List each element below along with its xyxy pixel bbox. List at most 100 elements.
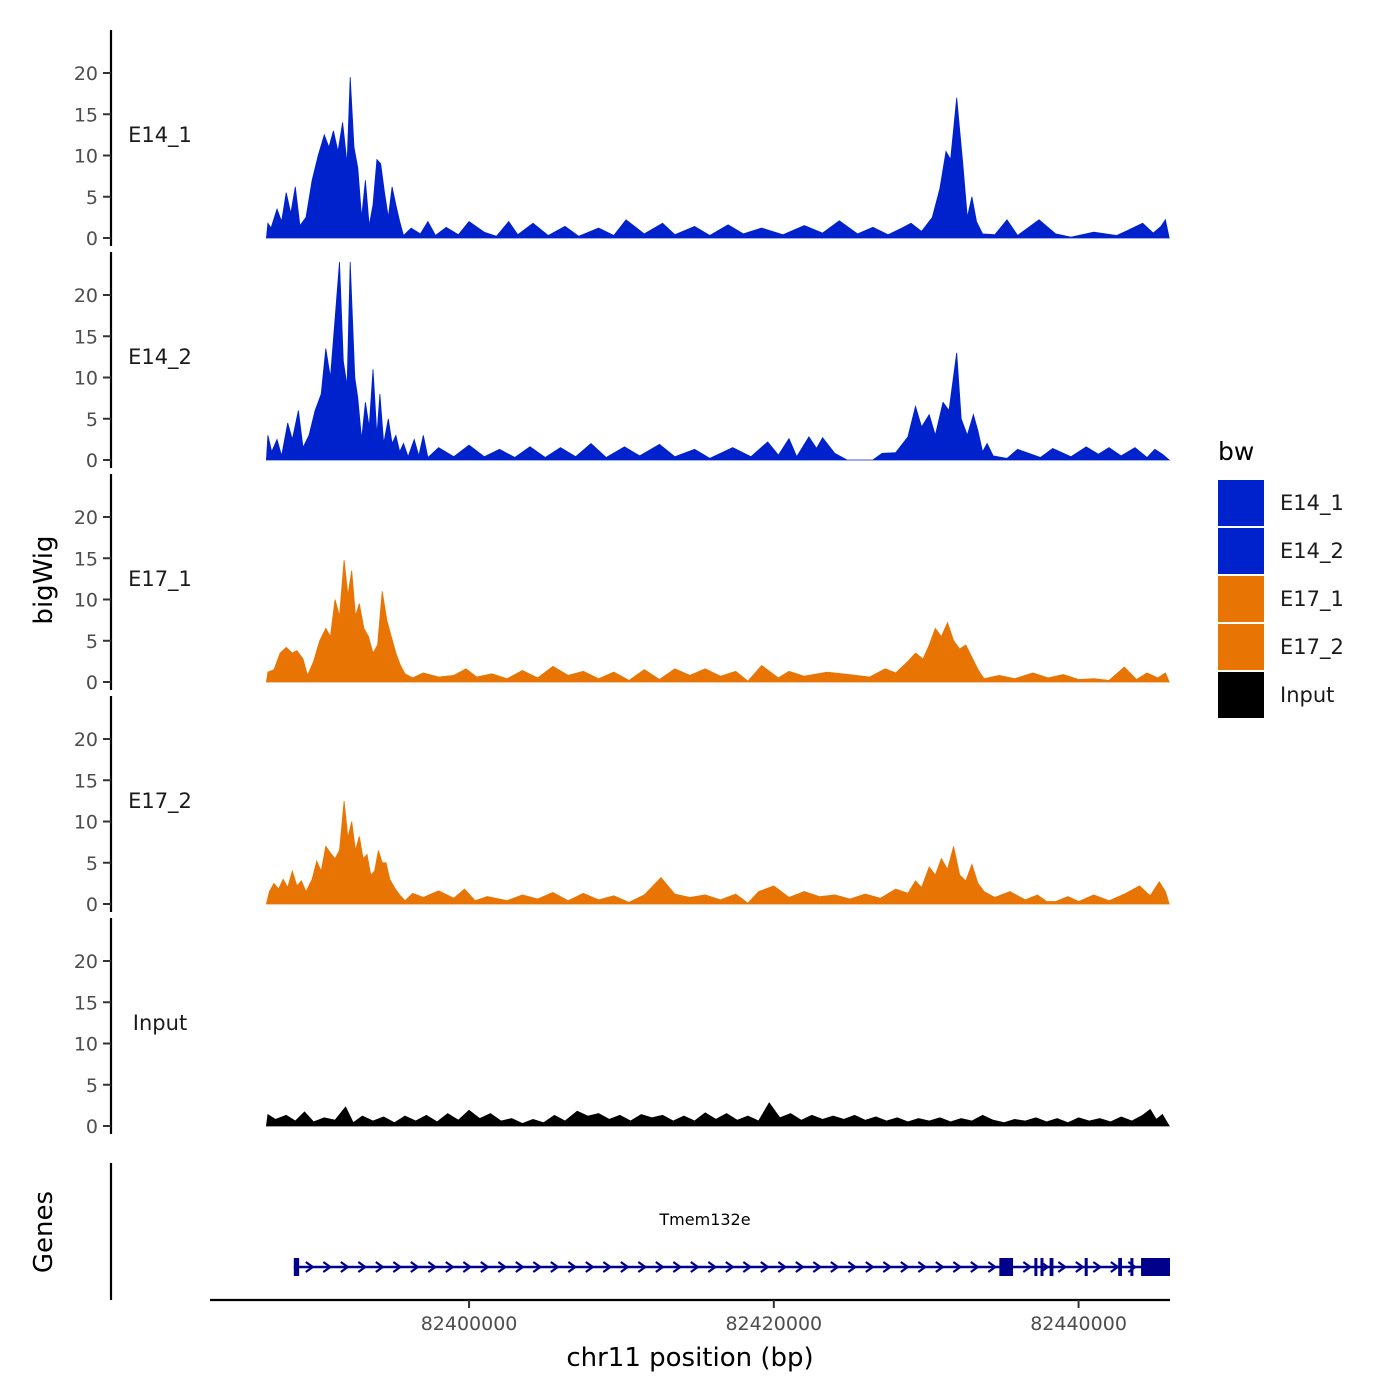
y-axis-title: bigWig bbox=[29, 535, 59, 624]
strand-arrow bbox=[445, 1261, 455, 1273]
track-panel-e17-1: 0 5 10 15 20 E17_1 bbox=[74, 474, 1170, 694]
strand-arrow bbox=[1110, 1261, 1120, 1273]
x-axis-title: chr11 position (bp) bbox=[566, 1343, 813, 1373]
legend-swatch-e14-2 bbox=[1218, 528, 1264, 574]
legend-label-e14-1: E14_1 bbox=[1280, 491, 1344, 516]
strand-arrow bbox=[357, 1261, 368, 1273]
strand-arrow bbox=[637, 1261, 648, 1273]
gene-track-panel: Genes Tmem132e bbox=[29, 1163, 1170, 1300]
strand-arrow bbox=[690, 1261, 700, 1273]
strand-arrow bbox=[1092, 1261, 1103, 1273]
strand-arrow bbox=[410, 1261, 420, 1273]
y-tick-label: 0 bbox=[86, 672, 98, 694]
strand-arrow bbox=[742, 1261, 753, 1273]
strand-arrow bbox=[917, 1261, 928, 1273]
strand-arrow bbox=[480, 1261, 490, 1273]
y-tick-label: 15 bbox=[74, 992, 98, 1014]
x-axis: chr11 position (bp) 82400000 82420000 8244… bbox=[210, 1298, 1170, 1373]
y-tick-label: 5 bbox=[86, 853, 98, 875]
x-tick-label: 82400000 bbox=[421, 1313, 518, 1335]
legend-swatch-e17-2 bbox=[1218, 624, 1264, 670]
gene-exon bbox=[1084, 1258, 1088, 1276]
strand-arrow bbox=[322, 1261, 333, 1273]
strand-arrow bbox=[567, 1261, 578, 1273]
strand-arrow bbox=[935, 1261, 945, 1273]
bigwig-tracks: 05101520E14_105101520E14_205101520E17_10… bbox=[74, 30, 1171, 1138]
x-tick-label: 82440000 bbox=[1030, 1313, 1127, 1335]
y-tick-label: 5 bbox=[86, 187, 98, 209]
track-panel-e14-1: 0 5 10 15 20 E14_1 bbox=[74, 30, 1170, 250]
y-tick-label: 20 bbox=[74, 285, 98, 307]
strand-arrow bbox=[882, 1261, 893, 1273]
track-label-input: Input bbox=[133, 1011, 187, 1035]
strand-arrow bbox=[602, 1261, 613, 1273]
strand-arrow bbox=[375, 1261, 385, 1273]
strand-arrow bbox=[795, 1261, 805, 1273]
strand-arrow bbox=[532, 1261, 543, 1273]
strand-arrow bbox=[620, 1261, 630, 1273]
y-tick-label: 0 bbox=[86, 228, 98, 250]
gene-exon bbox=[1141, 1258, 1170, 1276]
strand-arrow bbox=[392, 1261, 403, 1273]
strand-arrow bbox=[515, 1261, 525, 1273]
strand-arrow bbox=[760, 1261, 770, 1273]
strand-arrow bbox=[847, 1261, 858, 1273]
y-tick-label: 15 bbox=[74, 104, 98, 126]
strand-arrow bbox=[900, 1261, 910, 1273]
y-tick-label: 10 bbox=[74, 1034, 98, 1056]
legend-swatch-input bbox=[1218, 672, 1264, 718]
signal-area-e17-1 bbox=[265, 559, 1170, 683]
strand-arrow bbox=[865, 1261, 875, 1273]
strand-arrow bbox=[952, 1261, 963, 1273]
y-tick-label: 0 bbox=[86, 450, 98, 472]
legend-swatch-e17-1 bbox=[1218, 576, 1264, 622]
strand-arrow bbox=[830, 1261, 840, 1273]
signal-area-e17-2 bbox=[265, 800, 1170, 905]
y-tick-label: 10 bbox=[74, 368, 98, 390]
legend-label-input: Input bbox=[1280, 683, 1334, 707]
strand-arrow bbox=[672, 1261, 683, 1273]
x-tick-label: 82420000 bbox=[725, 1313, 822, 1335]
y-tick-label: 20 bbox=[74, 507, 98, 529]
legend: bw E14_1 E14_2 E17_1 E17_2 Input bbox=[1218, 437, 1344, 718]
gene-exon bbox=[1049, 1258, 1054, 1276]
strand-arrow bbox=[655, 1261, 665, 1273]
legend-title: bw bbox=[1218, 437, 1254, 466]
strand-arrow bbox=[987, 1261, 998, 1273]
strand-arrow bbox=[550, 1261, 560, 1273]
strand-arrow bbox=[427, 1261, 438, 1273]
gene-exon bbox=[1118, 1258, 1122, 1276]
y-tick-label: 5 bbox=[86, 1075, 98, 1097]
gene-exon bbox=[1130, 1258, 1134, 1276]
strand-arrow bbox=[1057, 1261, 1068, 1273]
y-tick-label: 0 bbox=[86, 1116, 98, 1138]
y-tick-label: 15 bbox=[74, 770, 98, 792]
strand-arrow bbox=[497, 1261, 508, 1273]
y-tick-label: 10 bbox=[74, 812, 98, 834]
y-tick-label: 5 bbox=[86, 409, 98, 431]
legend-label-e14-2: E14_2 bbox=[1280, 539, 1344, 564]
y-tick-label: 15 bbox=[74, 548, 98, 570]
strand-arrow bbox=[585, 1261, 595, 1273]
track-label-e17-1: E17_1 bbox=[128, 567, 192, 592]
signal-area-input bbox=[265, 1102, 1170, 1127]
legend-label-e17-2: E17_2 bbox=[1280, 635, 1344, 660]
gene-track-title: Genes bbox=[29, 1191, 59, 1273]
y-tick-label: 20 bbox=[74, 951, 98, 973]
strand-arrow bbox=[462, 1261, 473, 1273]
y-tick-label: 20 bbox=[74, 729, 98, 751]
gene-name-label: Tmem132e bbox=[658, 1210, 750, 1229]
y-tick-label: 10 bbox=[74, 590, 98, 612]
y-tick-label: 20 bbox=[74, 63, 98, 85]
strand-arrow bbox=[340, 1261, 350, 1273]
strand-arrow bbox=[777, 1261, 788, 1273]
gene-exon bbox=[293, 1258, 300, 1276]
track-panel-e17-2: 0 5 10 15 20 E17_2 bbox=[74, 696, 1170, 916]
gene-model bbox=[293, 1258, 1170, 1276]
track-panel-e14-2: 0 5 10 15 20 E14_2 bbox=[74, 252, 1171, 472]
strand-arrow bbox=[305, 1261, 315, 1273]
signal-area-e14-1 bbox=[265, 77, 1170, 239]
strand-arrow bbox=[812, 1261, 823, 1273]
track-label-e17-2: E17_2 bbox=[128, 789, 192, 814]
